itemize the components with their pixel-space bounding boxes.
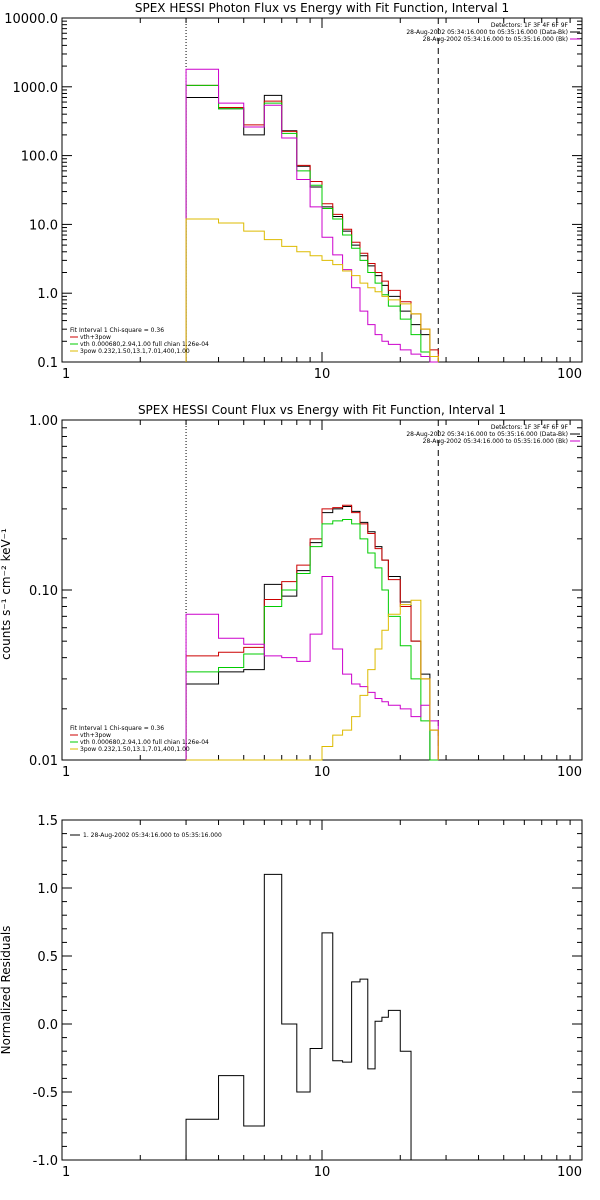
count-flux-y-axis-label: counts s⁻¹ cm⁻² keV⁻¹ xyxy=(0,528,13,660)
y-tick-label: 0.0 xyxy=(37,1018,58,1033)
header-text: 28-Aug-2002 05:34:16.000 to 05:35:16.000… xyxy=(406,29,568,36)
y-tick-label: 0.10 xyxy=(29,584,58,599)
residuals-y-axis-label: Normalized Residuals xyxy=(0,926,13,1055)
legend-entry: vth+3pow xyxy=(80,732,111,739)
y-tick-label: 10000.0 xyxy=(4,12,58,27)
x-tick-label: 10 xyxy=(314,367,331,382)
header-text: Detectors: 1F 3F 4F 6F 9F xyxy=(491,424,569,431)
header-text: 28-Aug-2002 05:34:16.000 to 05:35:16.000… xyxy=(423,36,568,43)
header-text: 28-Aug-2002 05:34:16.000 to 05:35:16.000… xyxy=(406,431,568,438)
residuals-chart: 1 10 100 -1.0 -0.5 0.0 0.5 1.0 1.5 Normalized Res… xyxy=(0,814,583,1180)
header-text: 28-Aug-2002 05:34:16.000 to 05:35:16.000… xyxy=(423,438,568,445)
series-line xyxy=(185,873,439,1161)
legend-entry: 3pow 0.232,1.50,13.1,7.01,400,1.00 xyxy=(80,348,190,355)
y-tick-label: 1.5 xyxy=(37,814,58,829)
x-tick-label: 1 xyxy=(62,1165,70,1180)
legend-entry: vth+3pow xyxy=(80,334,111,341)
series-line xyxy=(185,84,439,362)
series-line xyxy=(185,518,439,761)
legend-title: Fit Interval 1 Chi-square = 0.36 xyxy=(70,725,164,732)
photon-flux-title: SPEX HESSI Photon Flux vs Energy with Fi… xyxy=(135,1,509,15)
photon-flux-chart: SPEX HESSI Photon Flux vs Energy with Fi… xyxy=(4,1,583,382)
y-tick-label: 0.5 xyxy=(37,950,58,965)
legend-entry: 3pow 0.232,1.50,13.1,7.01,400,1.00 xyxy=(80,746,190,753)
y-tick-label: -0.5 xyxy=(33,1086,58,1101)
y-tick-label: 1000.0 xyxy=(13,81,59,96)
y-tick-label: -1.0 xyxy=(33,1154,58,1169)
legend-entry: 1. 28-Aug-2002 05:34:16.000 to 05:35:16.… xyxy=(83,832,222,839)
x-tick-label: 100 xyxy=(557,367,582,382)
header-text: Detectors: 1F 3F 4F 6F 9F xyxy=(491,22,569,29)
series-line xyxy=(185,84,439,363)
x-tick-label: 100 xyxy=(557,1165,582,1180)
legend-title: Fit Interval 1 Chi-square = 0.36 xyxy=(70,327,164,334)
y-tick-label: 1.0 xyxy=(37,882,58,897)
series-line xyxy=(185,576,439,760)
y-tick-label: 100.0 xyxy=(21,150,58,165)
y-tick-label: 1.0 xyxy=(37,287,58,302)
series-line xyxy=(185,218,439,362)
x-tick-label: 100 xyxy=(557,765,582,780)
x-tick-label: 10 xyxy=(314,765,331,780)
series-line xyxy=(186,599,439,761)
series-line xyxy=(185,68,439,363)
legend-entry: vth 0.000680,2.94,1.00 full chian 1.26e-… xyxy=(80,739,209,746)
y-tick-label: 10.0 xyxy=(29,218,58,233)
y-tick-label: 0.1 xyxy=(37,356,58,371)
x-tick-label: 10 xyxy=(314,1165,331,1180)
y-tick-label: 1.00 xyxy=(29,414,58,429)
count-flux-title: SPEX HESSI Count Flux vs Energy with Fit… xyxy=(138,403,506,417)
x-tick-label: 1 xyxy=(62,367,70,382)
series-line xyxy=(185,94,439,363)
y-tick-label: 0.01 xyxy=(29,754,58,769)
x-tick-label: 1 xyxy=(62,765,70,780)
legend-entry: vth 0.000680,2.94,1.00 full chian 1.26e-… xyxy=(80,341,209,348)
count-flux-chart: SPEX HESSI Count Flux vs Energy with Fit… xyxy=(0,403,583,780)
